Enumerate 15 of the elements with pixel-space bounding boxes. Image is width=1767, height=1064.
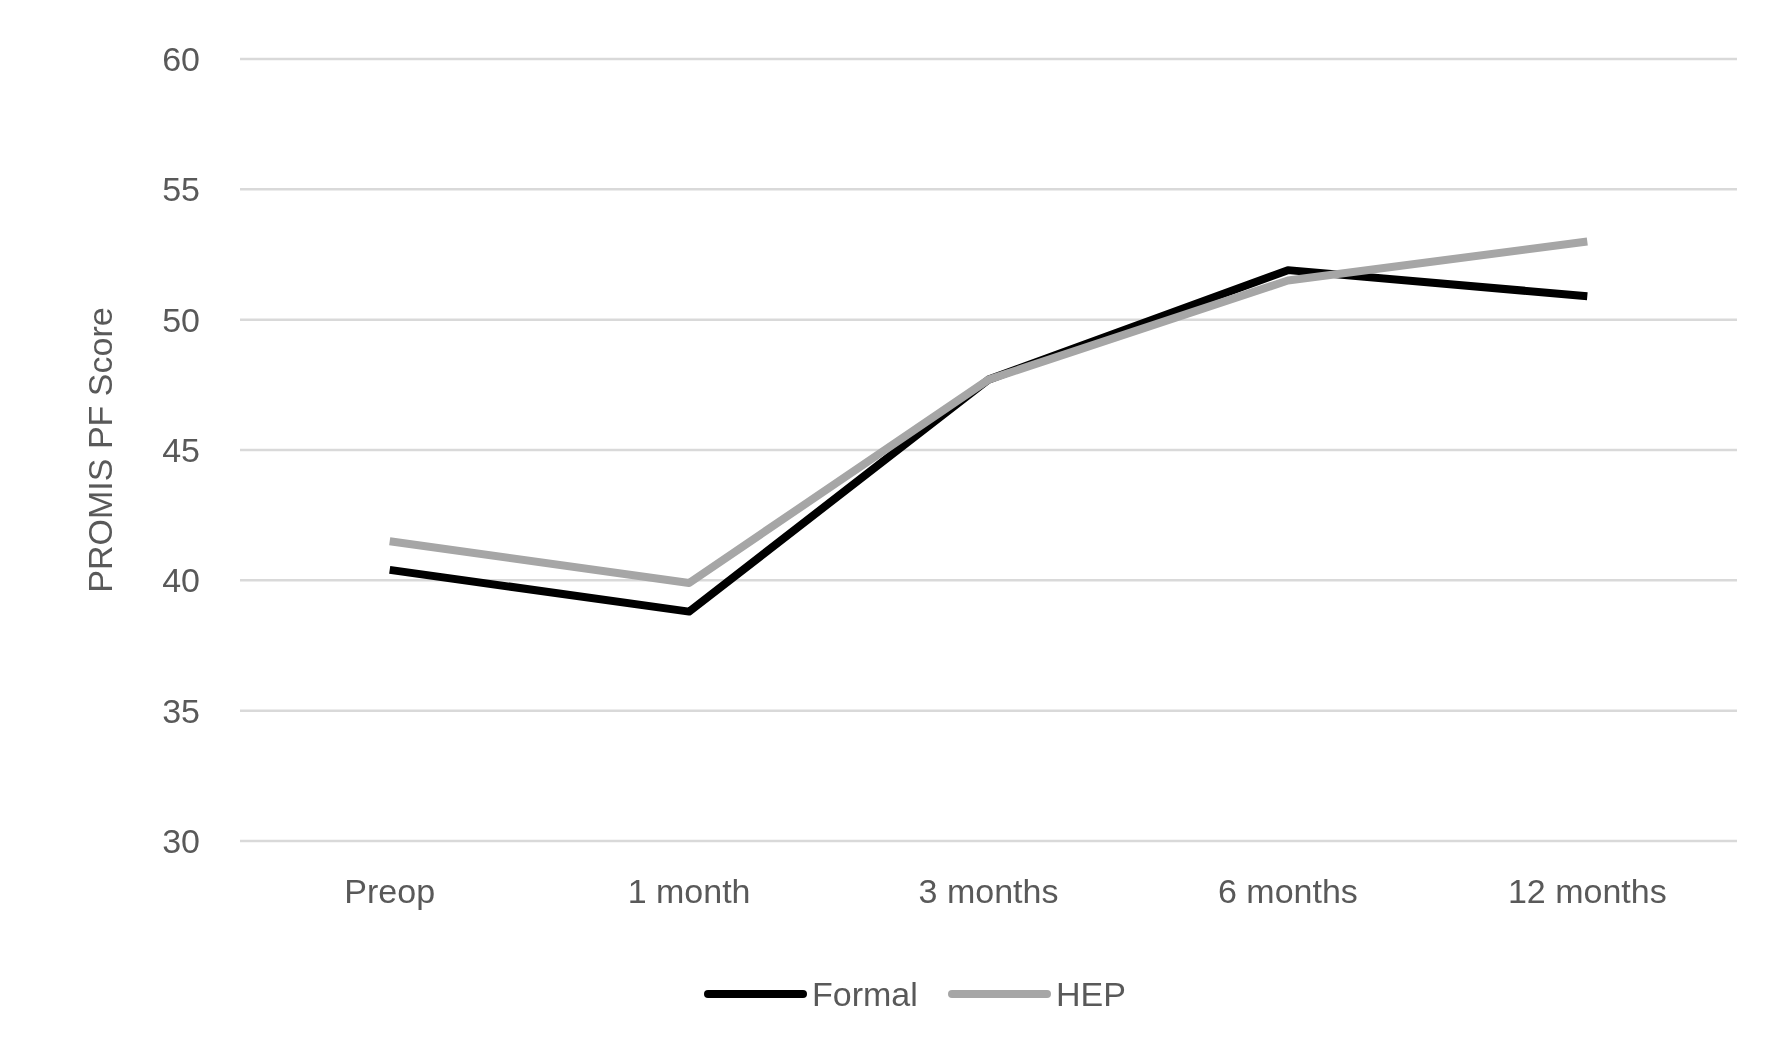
x-tick-label: 3 months [918,872,1059,910]
y-tick-label: 35 [162,691,200,730]
y-tick-label: 50 [162,300,200,339]
x-tick-label: 1 month [627,872,751,910]
x-tick-label: 12 months [1507,872,1667,910]
x-tick-label: Preop [344,872,436,910]
y-tick-label: 55 [162,170,200,209]
legend-label: Formal [812,974,918,1013]
y-axis-title: PROMIS PF Score [81,307,119,593]
y-tick-label: 40 [162,561,200,600]
y-tick-label: 60 [162,39,200,78]
y-tick-label: 45 [162,430,200,469]
legend-label: HEP [1056,974,1126,1013]
x-tick-label: 6 months [1217,872,1358,910]
y-tick-label: 30 [162,821,200,860]
